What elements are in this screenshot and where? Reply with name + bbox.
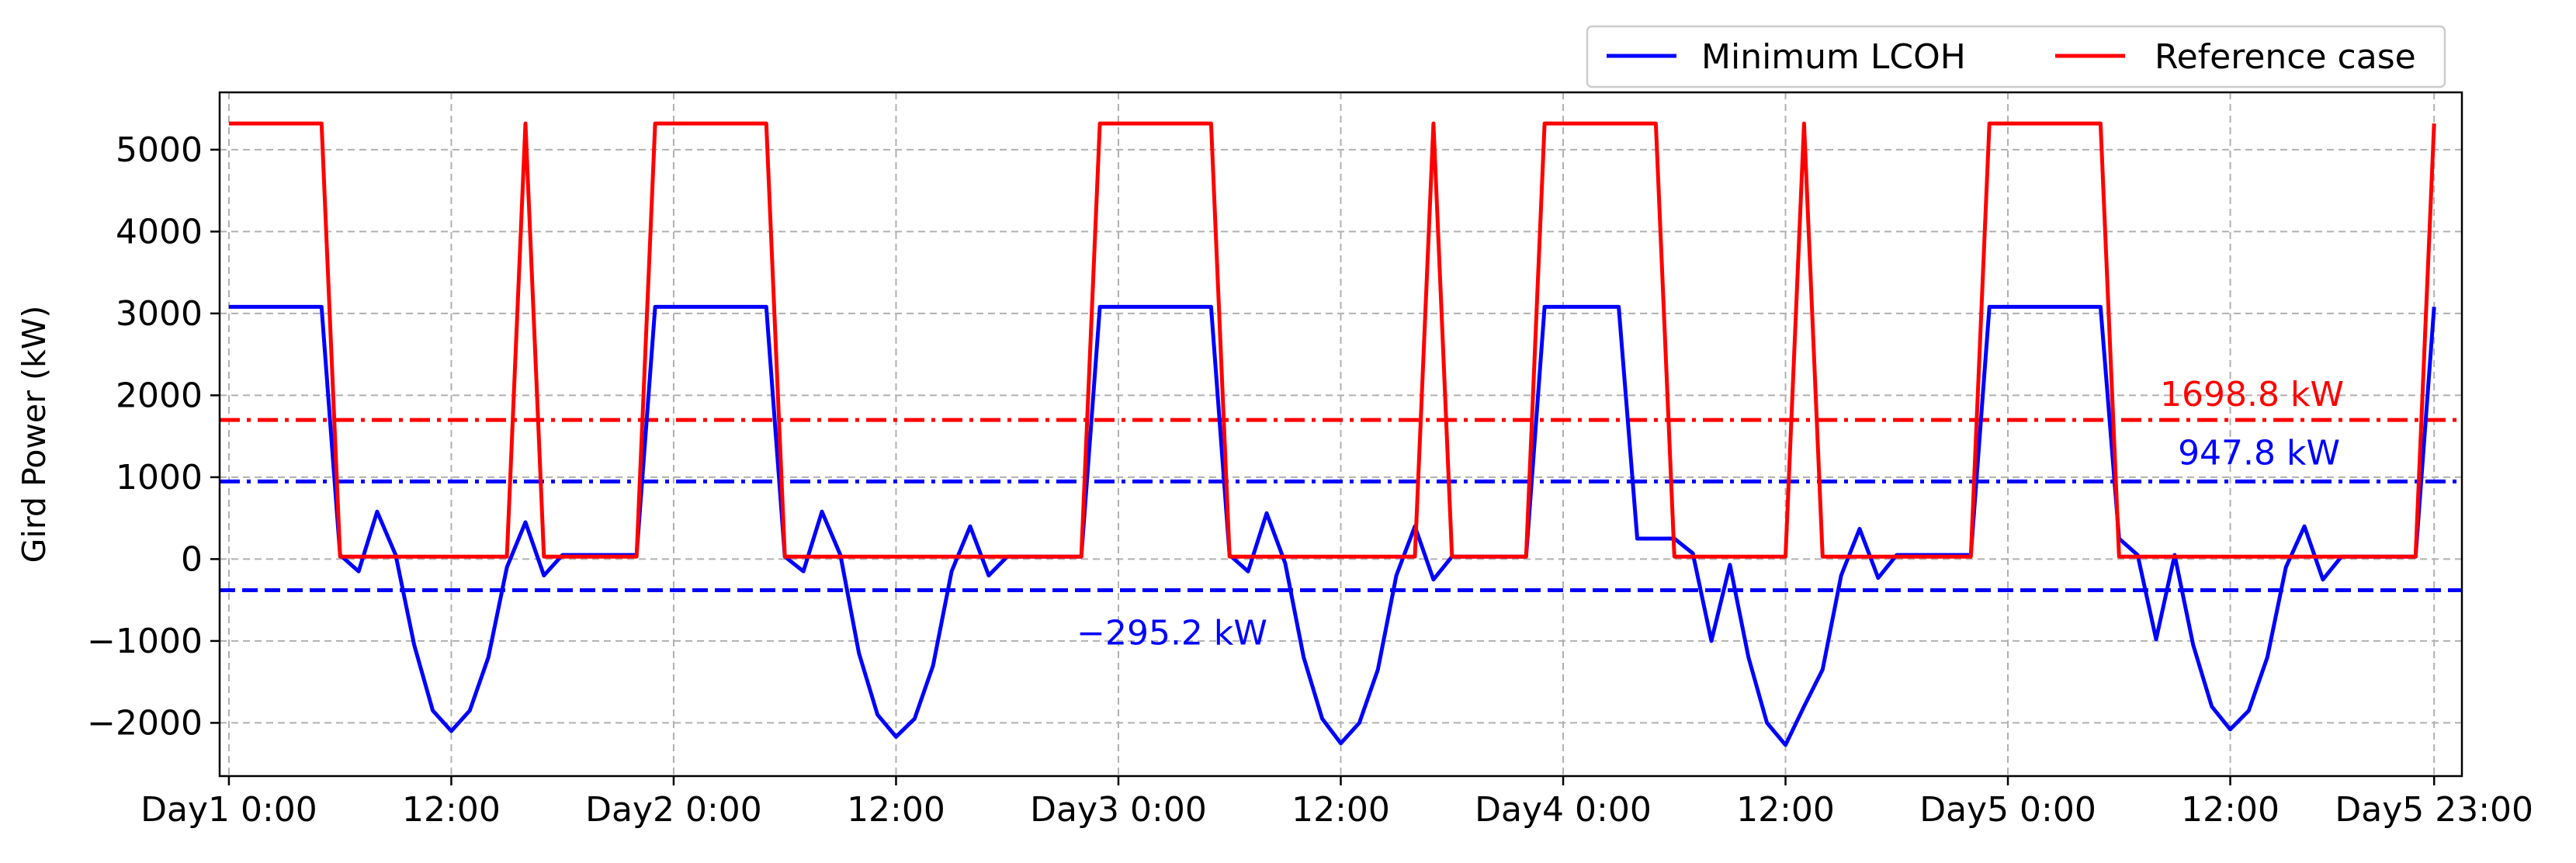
reference-line-label: −295.2 kW bbox=[1077, 613, 1267, 653]
series-lines bbox=[228, 121, 2436, 747]
y-tick-label: −2000 bbox=[87, 703, 203, 743]
reference-labels: 1698.8 kW 947.8 kW −295.2 kW bbox=[1077, 375, 2344, 653]
legend-box bbox=[1586, 25, 2446, 88]
series-line-minimum-lcoh bbox=[228, 304, 2436, 747]
y-tick-label: 1000 bbox=[116, 458, 203, 497]
x-tick-label: 12:00 bbox=[1291, 790, 1390, 830]
y-axis-label: Gird Power (kW) bbox=[16, 306, 53, 563]
x-tick-label: Day1 0:00 bbox=[140, 790, 317, 830]
axis-ticks: Day1 0:00 12:00 Day2 0:00 12:00 Day3 0:00 12:… bbox=[87, 130, 2533, 830]
x-tick-label: Day5 0:00 bbox=[1919, 790, 2096, 830]
y-tick-label: 4000 bbox=[116, 212, 203, 251]
legend-label-minimum-lcoh: Minimum LCOH bbox=[1701, 37, 1966, 77]
x-tick-label: Day5 23:00 bbox=[2335, 790, 2533, 830]
reference-line-label: 1698.8 kW bbox=[2160, 375, 2344, 414]
legend: Minimum LCOH Reference case bbox=[1586, 25, 2446, 88]
reference-lines bbox=[220, 418, 2462, 592]
x-tick-label: Day2 0:00 bbox=[585, 790, 762, 830]
x-tick-label: 12:00 bbox=[2181, 790, 2280, 830]
series-line-reference-case bbox=[228, 121, 2436, 559]
y-tick-label: 5000 bbox=[116, 130, 203, 170]
x-tick-label: Day4 0:00 bbox=[1475, 790, 1652, 830]
legend-label-reference-case: Reference case bbox=[2155, 37, 2416, 77]
y-tick-label: 0 bbox=[181, 539, 203, 579]
y-tick-label: −1000 bbox=[87, 622, 203, 661]
y-tick-label: 3000 bbox=[116, 294, 203, 334]
reference-line-label: 947.8 kW bbox=[2178, 433, 2340, 473]
y-tick-label: 2000 bbox=[116, 376, 203, 415]
x-tick-label: 12:00 bbox=[847, 790, 945, 830]
x-tick-label: 12:00 bbox=[1736, 790, 1835, 830]
x-tick-label: Day3 0:00 bbox=[1030, 790, 1207, 830]
grid bbox=[220, 92, 2462, 776]
x-tick-label: 12:00 bbox=[402, 790, 501, 830]
